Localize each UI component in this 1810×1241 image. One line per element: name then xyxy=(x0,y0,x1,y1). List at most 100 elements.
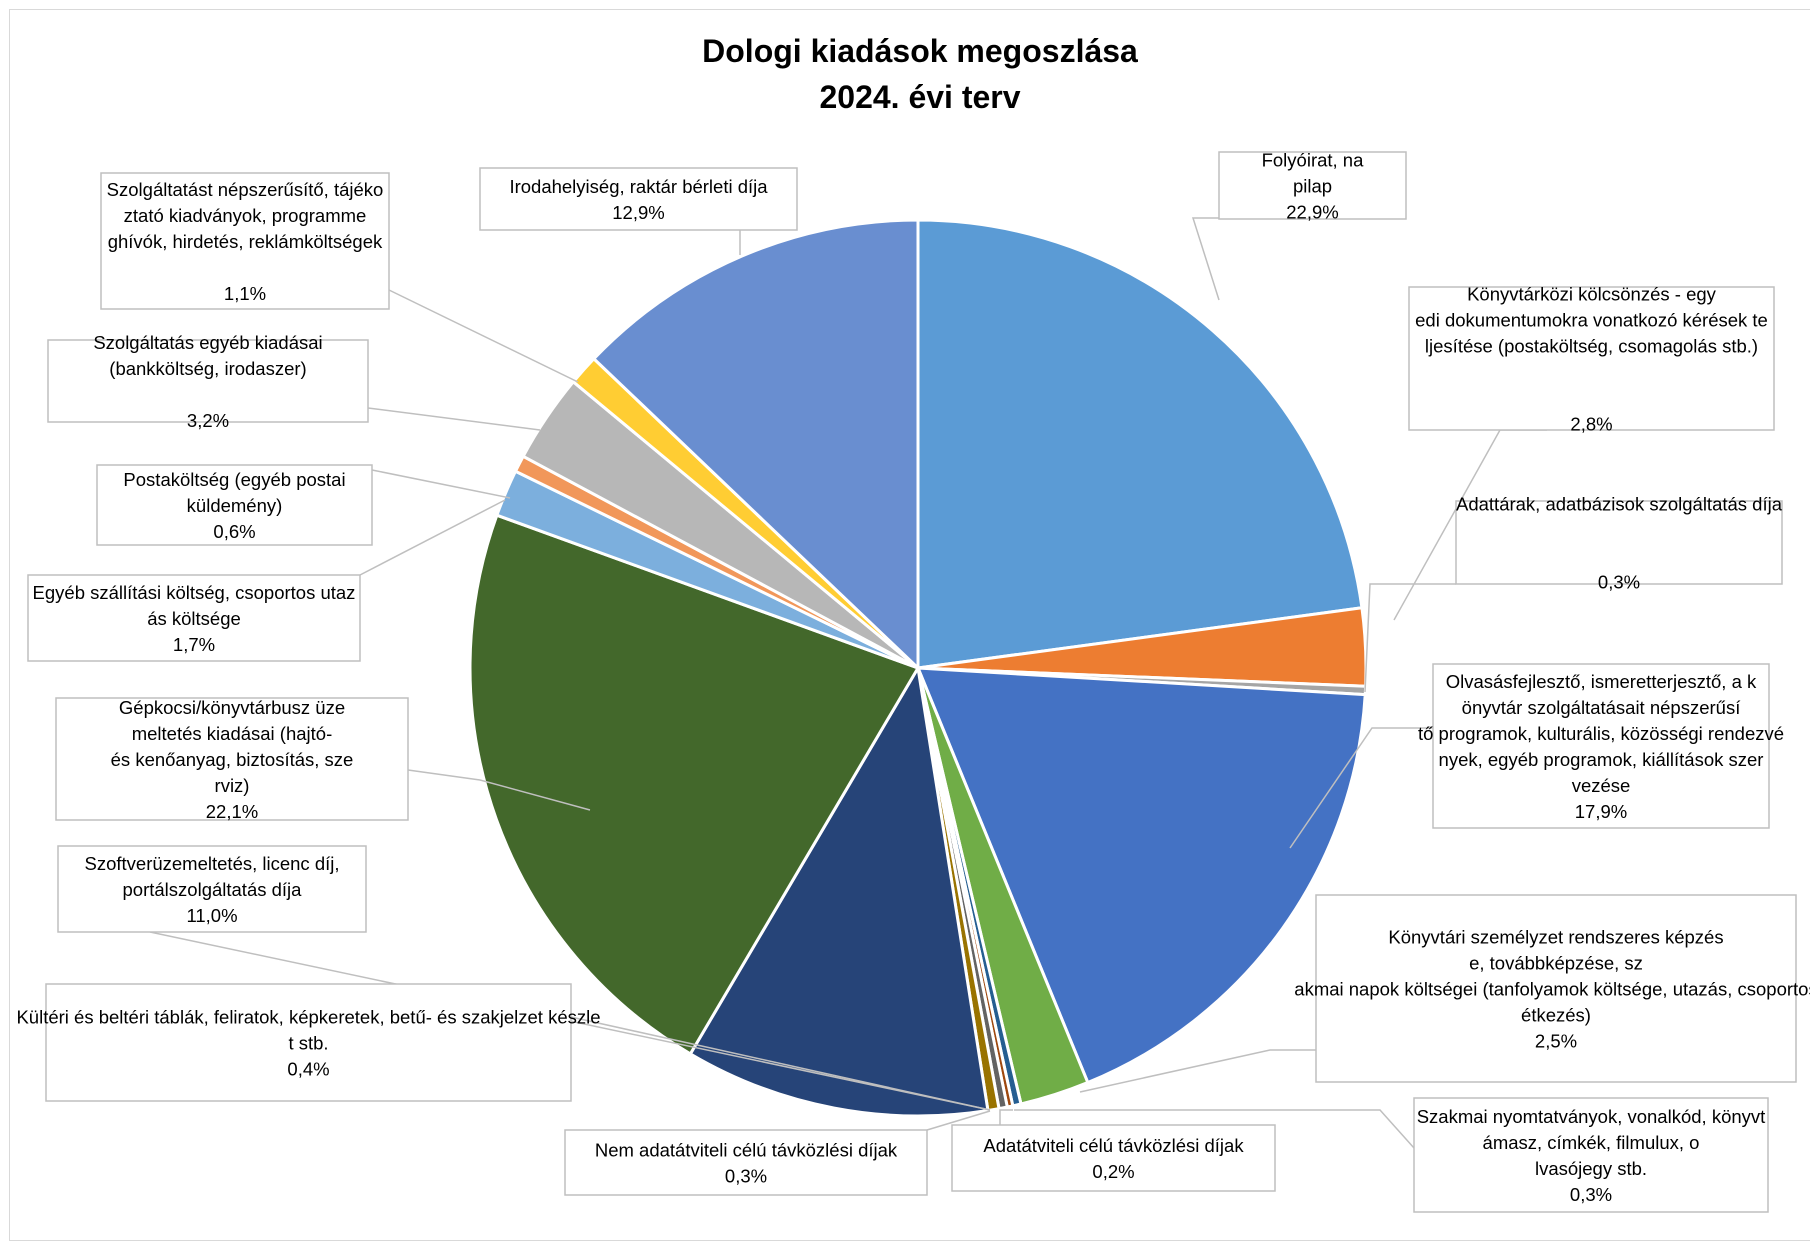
data-label-box xyxy=(47,339,369,423)
data-label-line: Könyvtárközi kölcsönzés - egy xyxy=(1467,284,1717,305)
data-label-box xyxy=(1455,500,1783,585)
data-label-box xyxy=(1408,286,1775,431)
data-label-value: 17,9% xyxy=(1575,801,1627,822)
data-label-box xyxy=(57,845,367,933)
data-label: Könyvtári személyzet rendszeres képzés e,… xyxy=(1294,894,1810,1083)
data-label-line: Szoftverüzemeltetés, licenc díj, xyxy=(85,853,340,874)
leader-line xyxy=(1364,583,1456,693)
data-label: Adatátviteli célú távközlési díjak 0,2% xyxy=(951,1124,1276,1192)
data-label: Szolgáltatást népszerűsítő, tájéko ztató … xyxy=(100,172,390,310)
data-label: Irodahelyiség, raktár bérleti díja 12,9% xyxy=(479,167,798,231)
data-label-line: ljesítése (postaköltség, csomagolás stb.… xyxy=(1425,336,1758,357)
data-label-value: 0,3% xyxy=(725,1166,767,1187)
data-label-text: Folyóirat, na pilap 22,9% xyxy=(1262,150,1365,223)
pie-slice xyxy=(592,218,920,670)
data-label-text: Könyvtári személyzet rendszeres képzés e,… xyxy=(1294,927,1810,1052)
data-label: Postaköltség (egyéb postai küldemény) 0,6% xyxy=(96,464,373,546)
pie-slice xyxy=(916,666,1367,1085)
data-label-line: Egyéb szállítási költség, csoportos utaz xyxy=(33,582,356,603)
data-label-value: 12,9% xyxy=(612,202,664,223)
data-label-line: e, továbbképzése, sz xyxy=(1469,953,1643,974)
chart-title: Dologi kiadások megoszlása xyxy=(702,33,1138,69)
data-label-text: Szolgáltatást népszerűsítő, tájéko ztató … xyxy=(107,179,384,304)
data-label-line: ás költsége xyxy=(147,608,241,629)
data-label-line: önyvtár szolgáltatásait népszerűsí xyxy=(1462,697,1742,718)
data-label-line: tő programok, kulturális, közösségi rend… xyxy=(1418,723,1784,744)
pie-chart: Dologi kiadások megoszlása 2024. évi ter… xyxy=(16,33,1810,1213)
data-label: Nem adatátviteli célú távközlési díjak 0,… xyxy=(564,1129,928,1196)
data-label-line: Irodahelyiség, raktár bérleti díja xyxy=(509,176,768,197)
leader-line xyxy=(999,1109,1013,1125)
data-label-line: és kenőanyag, biztosítás, sze xyxy=(111,749,354,770)
data-label-box xyxy=(1413,1097,1769,1213)
data-label-line: nyek, egyéb programok, kiállítások szer xyxy=(1439,749,1764,770)
data-label-line: akmai napok költségei (tanfolyamok költs… xyxy=(1294,979,1810,1000)
data-label-line: edi dokumentumokra vonatkozó kérések te xyxy=(1415,310,1768,331)
pie-slice xyxy=(688,666,990,1118)
data-label-value: 2,5% xyxy=(1535,1031,1577,1052)
data-label-line: Adatátviteli célú távközlési díjak xyxy=(983,1135,1244,1156)
data-label-line: Könyvtári személyzet rendszeres képzés xyxy=(1388,927,1723,948)
data-label-text: Szolgáltatás egyéb kiadásai (bankköltség,… xyxy=(93,332,322,431)
leader-line xyxy=(359,499,506,576)
data-label-line: Szolgáltatás egyéb kiadásai xyxy=(93,332,322,353)
data-label-value: 3,2% xyxy=(187,410,229,431)
slices-layer xyxy=(468,218,1368,1118)
data-label-line: vezése xyxy=(1572,775,1631,796)
data-label-line: portálszolgáltatás díja xyxy=(123,879,303,900)
data-label-line: Adattárak, adatbázisok szolgáltatás díja xyxy=(1456,494,1783,515)
data-label-line: küldemény) xyxy=(187,495,283,516)
data-label-line: ztató kiadványok, programme xyxy=(124,205,367,226)
data-label-line: ámasz, címkék, filmulux, o xyxy=(1483,1132,1700,1153)
data-label-box xyxy=(1432,663,1770,829)
data-label-value: 0,3% xyxy=(1570,1184,1612,1205)
data-label-line: pilap xyxy=(1293,176,1332,197)
data-label-value: 22,9% xyxy=(1286,202,1338,223)
data-label-value: 11,0% xyxy=(186,905,237,926)
data-label-line: étkezés) xyxy=(1521,1005,1591,1026)
data-label-line: Postaköltség (egyéb postai xyxy=(123,469,345,490)
data-label-line: lvasójegy stb. xyxy=(1535,1158,1647,1179)
data-label-line: rviz) xyxy=(215,775,250,796)
pie-slice xyxy=(916,218,1364,670)
data-label-text: Adattárak, adatbázisok szolgáltatás díja… xyxy=(1456,494,1783,593)
data-label-text: Könyvtárközi kölcsönzés - egy edi dokumen… xyxy=(1415,284,1768,435)
data-labels: Folyóirat, na pilap 22,9% Könyvtárközi kölc… xyxy=(16,150,1810,1213)
data-label-box xyxy=(1218,151,1407,220)
data-label-text: Gépkocsi/könyvtárbusz üze meltetés kiadás… xyxy=(111,697,354,822)
data-label: Szoftverüzemeltetés, licenc díj, portálsz… xyxy=(57,845,367,933)
leader-line xyxy=(407,769,591,811)
data-label-line: Gépkocsi/könyvtárbusz üze xyxy=(119,697,345,718)
data-label-box xyxy=(55,697,409,821)
data-label-line: Folyóirat, na xyxy=(1262,150,1365,171)
pie-slice xyxy=(468,513,920,1056)
data-label-line: meltetés kiadásai (hajtó- xyxy=(132,723,333,744)
data-label-text: Egyéb szállítási költség, csoportos utaz… xyxy=(33,582,356,655)
data-label: Szakmai nyomtatványok, vonalkód, könyvt á… xyxy=(1413,1097,1769,1213)
leader-line xyxy=(367,407,541,431)
leader-line xyxy=(1014,1109,1415,1149)
data-label: Szolgáltatás egyéb kiadásai (bankköltség,… xyxy=(47,332,369,431)
leader-line xyxy=(1191,217,1220,301)
leader-line xyxy=(371,469,511,499)
leader-line xyxy=(388,289,579,383)
data-label-text: Postaköltség (egyéb postai küldemény) 0,6% xyxy=(123,469,345,542)
data-label-text: Nem adatátviteli célú távközlési díjak 0,… xyxy=(595,1140,898,1187)
data-label-box xyxy=(479,167,798,231)
data-label-line: Nem adatátviteli célú távközlési díjak xyxy=(595,1140,898,1161)
data-label-box xyxy=(27,574,361,662)
data-label-line: ghívók, hirdetés, reklámköltségek xyxy=(108,231,383,252)
data-label-value: 0,3% xyxy=(1598,572,1640,593)
leader-line xyxy=(1079,1049,1316,1093)
data-label: Könyvtárközi kölcsönzés - egy edi dokumen… xyxy=(1408,284,1775,435)
data-label-box xyxy=(45,983,572,1102)
data-label-value: 22,1% xyxy=(206,801,258,822)
data-label: Adattárak, adatbázisok szolgáltatás díja… xyxy=(1455,494,1783,593)
data-label-text: Irodahelyiség, raktár bérleti díja 12,9% xyxy=(509,176,768,223)
data-label-box xyxy=(1315,894,1797,1083)
data-label-box xyxy=(951,1124,1276,1192)
chart-subtitle: 2024. évi terv xyxy=(819,79,1020,115)
data-label-text: Adatátviteli célú távközlési díjak 0,2% xyxy=(983,1135,1244,1182)
data-label-text: Kültéri és beltéri táblák, feliratok, ké… xyxy=(16,1007,600,1080)
data-label-line: Szakmai nyomtatványok, vonalkód, könyvt xyxy=(1417,1106,1766,1127)
